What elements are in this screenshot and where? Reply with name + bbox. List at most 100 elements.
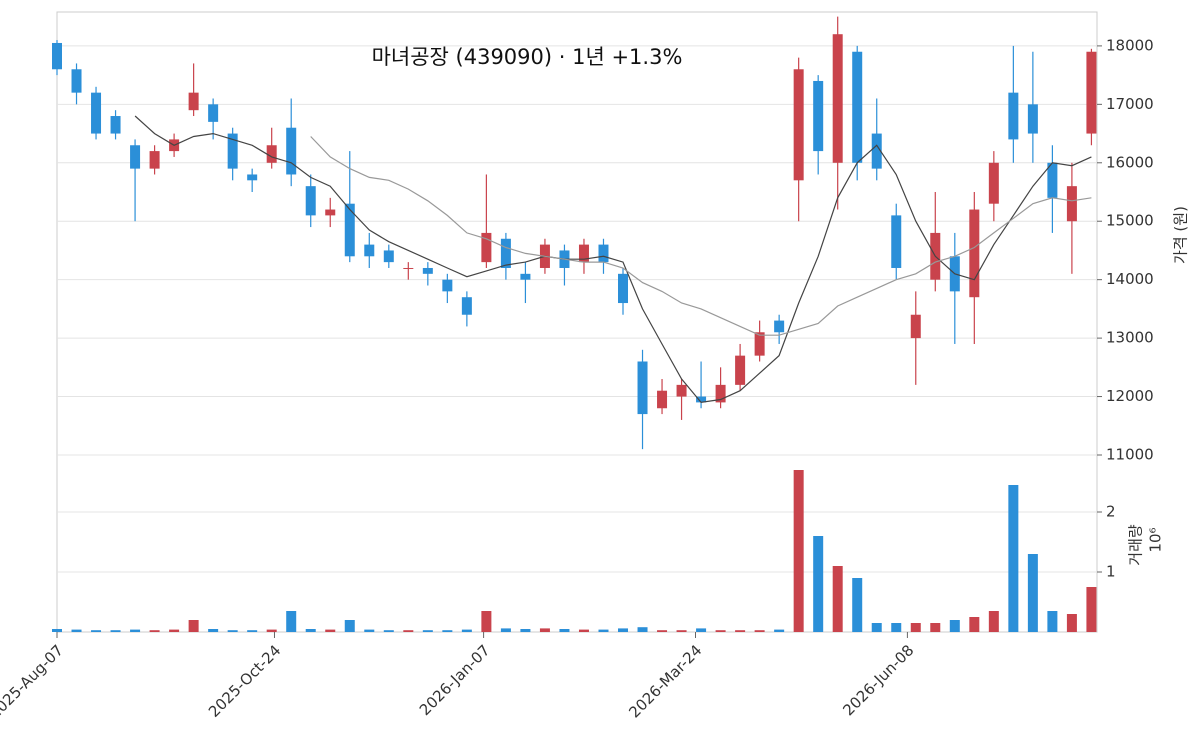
volume-bar	[1047, 611, 1058, 632]
candle-body	[403, 267, 414, 269]
candle-body	[793, 69, 804, 181]
x-tick-label: 2025-Oct-24	[205, 641, 285, 721]
volume-bar	[598, 629, 609, 632]
volume-bar	[774, 629, 785, 632]
x-tick-label: 2025-Aug-07	[0, 641, 67, 722]
x-tick-label: 2026-Jun-08	[839, 641, 917, 719]
volume-bar	[500, 628, 511, 632]
candle-body	[422, 267, 433, 274]
candle-body	[52, 42, 62, 70]
candle-body	[247, 174, 258, 181]
y-tick-label: 2	[1106, 503, 1116, 521]
candle-body	[696, 396, 707, 403]
volume-bar	[91, 630, 102, 632]
candle-body	[891, 215, 902, 268]
y-tick-label: 1	[1106, 563, 1116, 581]
volume-bar	[930, 623, 941, 632]
candle-body	[969, 209, 980, 298]
volume-bar	[286, 611, 297, 632]
candle-body	[618, 273, 629, 304]
volume-bar	[793, 470, 804, 632]
candle-body	[383, 250, 394, 263]
volume-bar	[832, 566, 843, 632]
volume-bar	[520, 629, 531, 632]
candle-body	[227, 133, 238, 169]
candle-body	[910, 314, 921, 339]
volume-bar	[657, 630, 668, 632]
candle-body	[754, 332, 765, 356]
candle-body	[1047, 162, 1058, 198]
x-tick-label: 2026-Mar-24	[625, 641, 705, 721]
volume-bar	[735, 630, 746, 632]
volume-bar	[969, 617, 980, 632]
volume-bar	[910, 623, 921, 632]
volume-bar	[891, 623, 902, 632]
candle-body	[598, 244, 609, 263]
candle-body	[1066, 186, 1077, 222]
candle-body	[852, 51, 863, 163]
candle-body	[813, 80, 824, 152]
candle-body	[500, 238, 511, 268]
volume-bar	[52, 629, 62, 632]
chart-title: 마녀공장 (439090) · 1년 +1.3%	[372, 45, 683, 69]
candle-body	[774, 320, 785, 333]
volume-bar	[305, 629, 316, 632]
candle-body	[988, 162, 999, 204]
volume-bar	[461, 629, 472, 632]
candle-body	[578, 244, 589, 263]
candle-body	[71, 69, 82, 93]
candle-body	[208, 104, 219, 122]
candle-body	[657, 390, 668, 409]
candle-body	[286, 127, 297, 175]
volume-bar	[422, 630, 433, 632]
candle-body	[735, 355, 746, 385]
volume-bar	[247, 630, 258, 632]
candle-body	[676, 384, 687, 397]
volume-bar	[188, 620, 199, 632]
candle-body	[1008, 92, 1019, 140]
volume-bar	[813, 536, 824, 632]
volume-bar	[1027, 554, 1038, 632]
candle-body	[1027, 104, 1038, 134]
volume-bar	[1086, 587, 1097, 632]
price-panel	[56, 11, 1098, 456]
volume-bar	[852, 578, 863, 632]
volume-bar	[149, 630, 160, 632]
y-tick-label: 14000	[1106, 270, 1154, 288]
candle-body	[188, 92, 199, 111]
volume-bar	[559, 629, 570, 632]
candle-body	[832, 34, 843, 163]
volume-panel	[56, 454, 1098, 633]
volume-bar	[130, 629, 141, 632]
volume-bar	[754, 630, 765, 632]
y-tick-label: 17000	[1106, 95, 1154, 113]
candle-body	[1086, 51, 1097, 134]
volume-bar	[344, 620, 355, 632]
candle-body	[325, 209, 336, 216]
volume-bar	[227, 630, 238, 632]
candle-body	[637, 361, 648, 415]
candle-body	[442, 279, 453, 292]
volume-bar	[1066, 614, 1077, 632]
volume-bar	[696, 628, 707, 632]
volume-bar	[325, 629, 336, 632]
candle-body	[149, 151, 160, 169]
y-tick-label: 11000	[1106, 446, 1154, 464]
moving-average	[134, 115, 1092, 404]
volume-bar	[208, 629, 219, 632]
candle-body	[91, 92, 102, 134]
y-tick-label: 18000	[1106, 36, 1154, 54]
volume-bar	[988, 611, 999, 632]
volume-bar	[871, 623, 882, 632]
volume-scale-label: 10⁶	[1147, 527, 1165, 552]
volume-bar	[539, 628, 550, 632]
candle-body	[130, 145, 141, 169]
candle-body	[344, 203, 355, 257]
volume-bar	[715, 630, 726, 632]
volume-bar	[110, 630, 121, 632]
y-tick-label: 13000	[1106, 329, 1154, 347]
volume-bar	[1008, 485, 1019, 632]
volume-bar	[403, 630, 414, 632]
volume-bar	[618, 628, 629, 632]
